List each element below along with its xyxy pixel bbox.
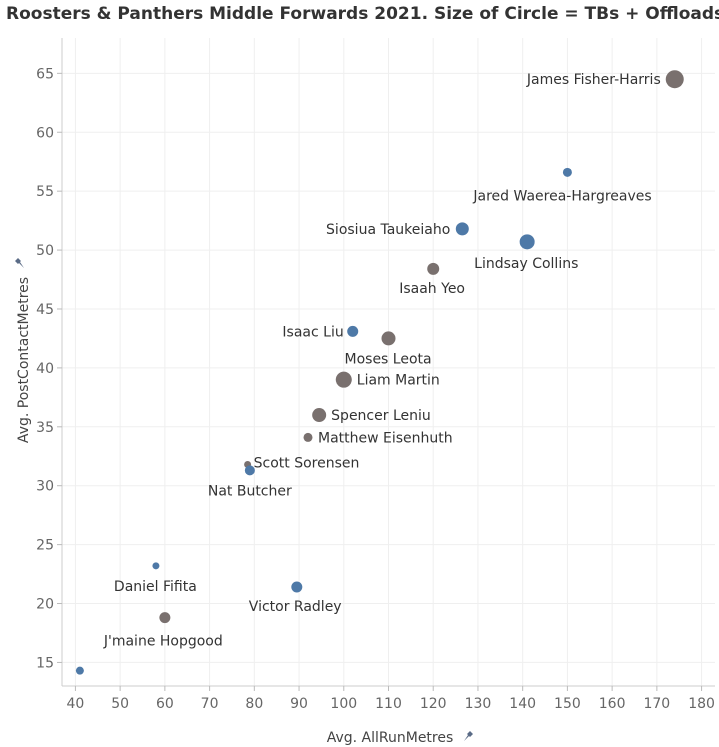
x-tick-label: 180	[688, 696, 715, 712]
y-tick-label: 35	[36, 420, 54, 436]
x-axis-ticks: 40 50 60 70 80 90 100 110 120 130 140 150 160 170 180	[67, 686, 715, 712]
data-point-label: Nat Butcher	[208, 483, 292, 499]
grid	[61, 38, 715, 687]
data-point-label: Victor Radley	[249, 599, 342, 615]
x-tick-label: 100	[330, 696, 357, 712]
x-tick-label: 50	[111, 696, 129, 712]
data-point[interactable]	[381, 331, 396, 346]
data-point-label: Jared Waerea-Hargreaves	[472, 188, 651, 204]
x-tick-label: 40	[67, 696, 85, 712]
x-axis-title: Avg. AllRunMetres	[327, 730, 454, 746]
data-point-label: Siosiua Taukeiaho	[326, 222, 450, 238]
x-tick-label: 80	[245, 696, 263, 712]
y-tick-label: 40	[36, 361, 54, 377]
data-point[interactable]	[335, 371, 352, 388]
data-point-label: J'maine Hopgood	[103, 634, 223, 650]
data-point-label: Lindsay Collins	[474, 256, 578, 272]
x-tick-label: 130	[465, 696, 492, 712]
x-tick-label: 150	[554, 696, 581, 712]
data-point[interactable]	[562, 167, 572, 177]
data-point[interactable]	[75, 666, 84, 675]
x-tick-label: 110	[375, 696, 402, 712]
data-point[interactable]	[427, 262, 440, 275]
data-point-label: Isaah Yeo	[399, 281, 465, 297]
data-point[interactable]	[665, 70, 684, 89]
data-point[interactable]	[519, 234, 535, 250]
y-tick-label: 55	[36, 184, 54, 200]
y-tick-label: 15	[36, 655, 54, 671]
data-point[interactable]	[159, 612, 171, 624]
y-tick-label: 50	[36, 243, 54, 259]
data-point[interactable]	[291, 581, 303, 593]
x-tick-label: 120	[420, 696, 447, 712]
x-tick-label: 170	[643, 696, 670, 712]
data-point[interactable]	[152, 562, 160, 570]
y-tick-label: 65	[36, 66, 54, 82]
data-point-label: Isaac Liu	[282, 324, 343, 340]
data-point[interactable]	[244, 465, 255, 476]
x-tick-label: 90	[290, 696, 308, 712]
x-tick-label: 140	[509, 696, 536, 712]
y-axis-title: Avg. PostContactMetres	[16, 277, 32, 443]
x-tick-label: 70	[201, 696, 219, 712]
chart-title: Roosters & Panthers Middle Forwards 2021…	[6, 4, 719, 24]
x-axis-pin-icon[interactable]	[464, 731, 473, 741]
x-tick-label: 60	[156, 696, 174, 712]
x-tick-label: 160	[599, 696, 626, 712]
data-point-label: Spencer Leniu	[331, 408, 431, 424]
y-tick-label: 30	[36, 479, 54, 495]
data-point[interactable]	[347, 325, 359, 337]
y-tick-label: 45	[36, 302, 54, 318]
data-point[interactable]	[455, 222, 469, 236]
data-point-label: Moses Leota	[345, 351, 432, 367]
y-tick-label: 60	[36, 125, 54, 141]
data-point-label: Scott Sorensen	[254, 456, 360, 472]
y-tick-label: 25	[36, 538, 54, 554]
data-point-label: Matthew Eisenhuth	[318, 430, 453, 446]
data-point-label: Daniel Fifita	[114, 579, 197, 595]
data-points	[75, 70, 684, 675]
y-tick-label: 20	[36, 597, 54, 613]
data-point[interactable]	[312, 408, 327, 423]
data-point-label: Liam Martin	[357, 373, 440, 389]
y-axis-pin-icon[interactable]	[15, 258, 24, 268]
y-axis-ticks: 15 20 25 30 35 40 45 50 55 60 65	[36, 66, 62, 671]
point-labels: James Fisher-Harris Jared Waerea-Hargreav…	[103, 72, 661, 649]
data-point[interactable]	[303, 432, 313, 442]
data-point-label: James Fisher-Harris	[526, 72, 661, 88]
